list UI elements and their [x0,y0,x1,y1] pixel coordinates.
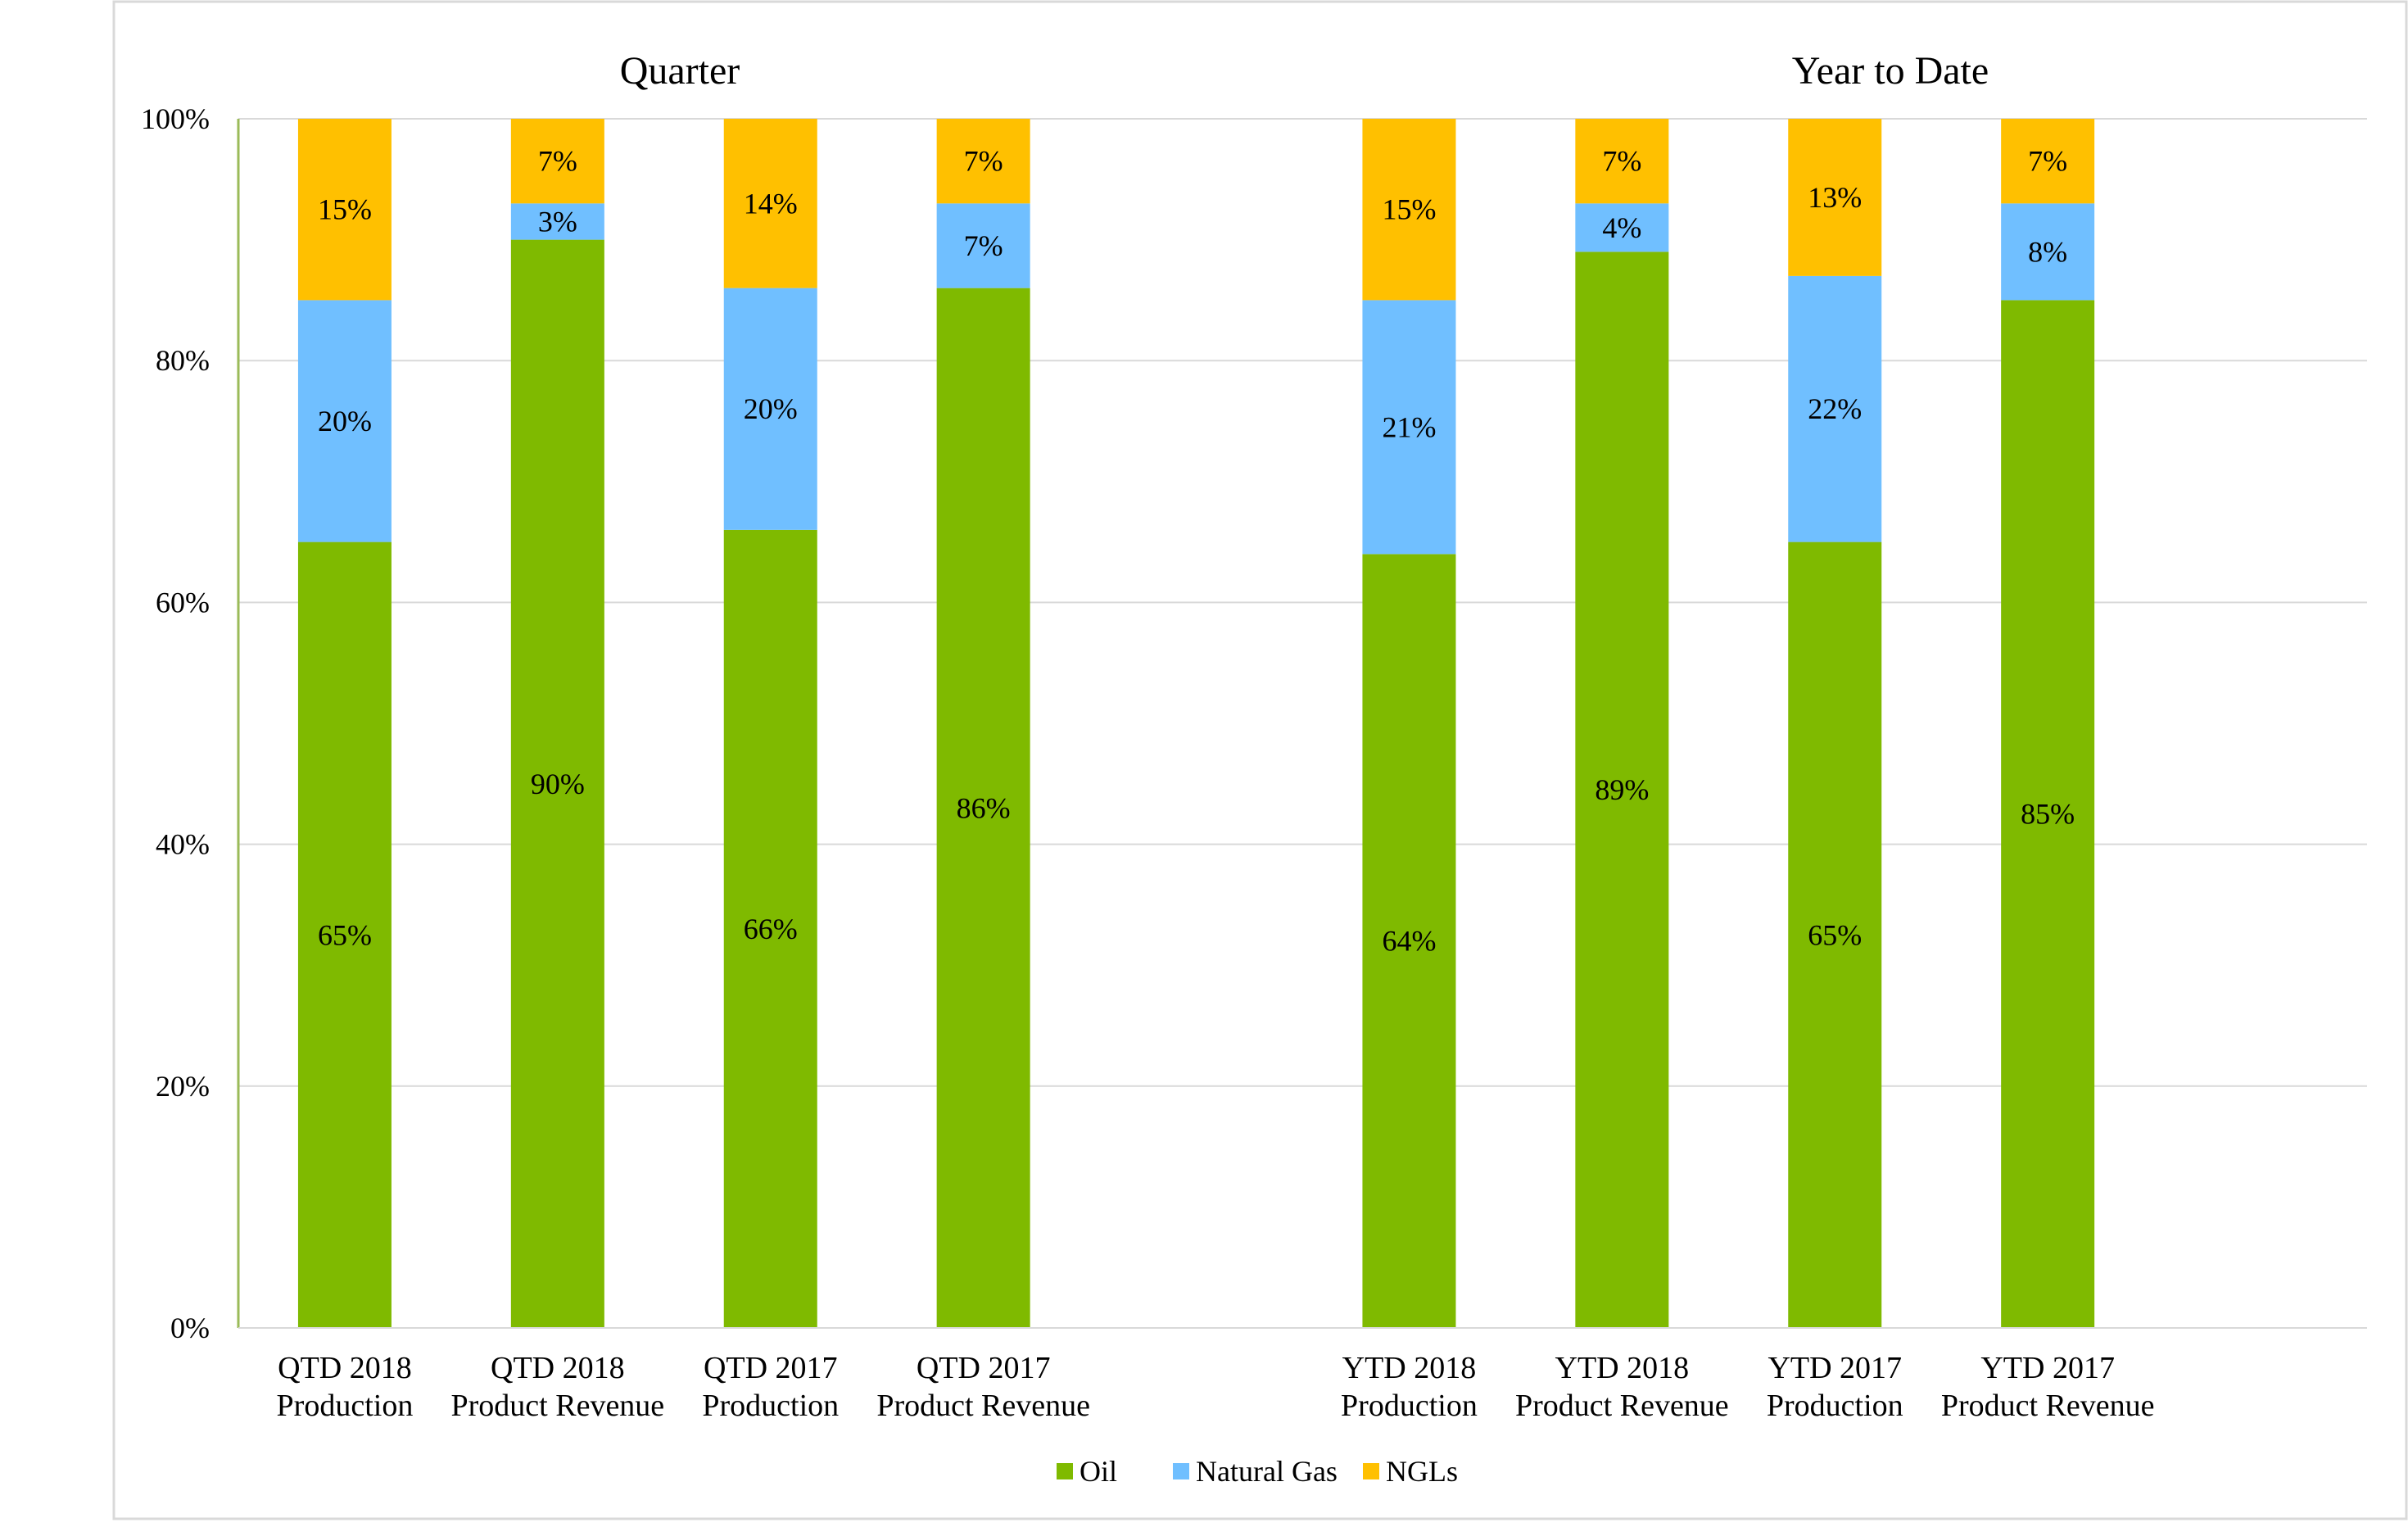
bar-ngls [723,119,817,288]
bar-ngls [1575,119,1669,204]
bar-oil [723,529,817,1328]
data-label-natural-gas: 22% [1808,392,1862,425]
x-category-label-line: QTD 2018 [491,1351,625,1385]
x-category-label-line: Product Revenue [451,1389,665,1423]
bar-ngls [936,119,1030,204]
legend-label-natural-gas: Natural Gas [1196,1455,1338,1488]
data-label-oil: 85% [2021,798,2075,831]
x-category-label: YTD 2017 Production [1767,1351,1903,1423]
x-category-label: YTD 2018 Production [1341,1351,1478,1423]
data-label-natural-gas: 8% [2028,235,2067,268]
y-axis: 0% 20% 40% 60% 80% 100% [141,102,240,1344]
data-label-oil: 86% [957,791,1011,824]
panel-titles: Quarter Year to Date [620,49,1989,93]
data-label-ngls: 7% [1602,145,1641,178]
y-tick-label: 0% [170,1312,210,1344]
bar-oil [1788,541,1882,1328]
bar-oil [297,541,392,1328]
bar-natural-gas [723,288,817,530]
bar-oil [936,288,1030,1328]
x-category-label-line: Product Revenue [1515,1389,1729,1423]
y-tick-label: 80% [156,344,210,377]
x-category-label-line: YTD 2018 [1555,1351,1690,1385]
x-category-label-line: Production [1767,1389,1903,1423]
legend-swatch-ngls [1363,1463,1379,1479]
x-axis: QTD 2018 Production QTD 2018 Product Revenu… [238,1327,2367,1423]
x-category-label-line: QTD 2017 [704,1351,838,1385]
legend-label-oil: Oil [1080,1455,1117,1488]
x-category-label-line: Product Revenue [1941,1389,2155,1423]
bar-natural-gas [297,300,392,542]
legend-swatch-oil [1057,1463,1073,1479]
x-category-label-line: Product Revenue [876,1389,1090,1423]
bar-natural-gas [2001,203,2095,301]
y-tick-label: 40% [156,828,210,861]
data-label-ngls: 7% [2028,145,2067,178]
x-category-label-line: YTD 2017 [1980,1351,2115,1385]
data-label-natural-gas: 7% [964,229,1003,262]
x-category-label-line: Production [702,1389,839,1423]
x-category-label: YTD 2018 Product Revenue [1515,1351,1729,1423]
x-category-label: QTD 2017 Production [702,1351,839,1423]
x-category-label-line: QTD 2017 [917,1351,1051,1385]
x-category-label-line: QTD 2018 [278,1351,412,1385]
data-label-oil: 65% [318,918,372,951]
data-label-natural-gas: 3% [538,205,577,238]
bar-ngls [1362,119,1456,301]
data-label-ngls: 15% [1382,193,1436,226]
bar-natural-gas [510,203,604,240]
bar-natural-gas [1788,275,1882,542]
data-label-ngls: 14% [744,187,798,220]
data-label-natural-gas: 21% [1382,410,1436,443]
bar-ngls [297,119,392,301]
data-labels: 65% 20% 15% 90% 3% 7% 66% 20% 14% 86% 7% 7% 64% 21% 15… [318,145,2075,958]
data-label-oil: 65% [1808,918,1862,951]
bar-oil [510,239,604,1329]
data-label-ngls: 15% [318,193,372,226]
legend-swatch-natural-gas [1173,1463,1189,1479]
x-category-label: QTD 2018 Production [277,1351,414,1423]
data-label-ngls: 13% [1808,181,1862,214]
data-label-oil: 90% [531,768,585,800]
bar-oil [1362,554,1456,1328]
data-label-ngls: 7% [964,145,1003,178]
x-category-label-line: Production [277,1389,414,1423]
x-category-label-line: Production [1341,1389,1478,1423]
bars [297,119,2095,1329]
data-label-oil: 64% [1382,925,1436,958]
bar-ngls [1788,119,1882,276]
data-label-natural-gas: 4% [1602,211,1641,244]
y-tick-label: 100% [141,102,210,135]
legend-label-ngls: NGLs [1386,1455,1458,1488]
bar-oil [1575,251,1669,1328]
x-category-label-line: YTD 2018 [1342,1351,1477,1385]
data-label-oil: 66% [744,913,798,945]
panel-title-year-to-date: Year to Date [1792,49,1989,93]
bar-natural-gas [936,203,1030,288]
bar-ngls [2001,119,2095,204]
x-category-label-line: YTD 2017 [1768,1351,1902,1385]
y-tick-label: 60% [156,586,210,619]
data-label-natural-gas: 20% [744,392,798,425]
data-label-oil: 89% [1595,773,1649,806]
x-category-label: QTD 2018 Product Revenue [451,1351,665,1423]
bar-natural-gas [1362,300,1456,555]
x-category-label: YTD 2017 Product Revenue [1941,1351,2155,1423]
data-label-ngls: 7% [538,145,577,178]
bar-natural-gas [1575,203,1669,252]
data-label-natural-gas: 20% [318,405,372,437]
panel-title-quarter: Quarter [620,49,740,93]
bar-ngls [510,119,604,204]
x-category-label: QTD 2017 Product Revenue [876,1351,1090,1423]
bar-oil [2001,300,2095,1328]
legend: Oil Natural Gas NGLs [1057,1455,1458,1488]
y-tick-label: 20% [156,1070,210,1103]
